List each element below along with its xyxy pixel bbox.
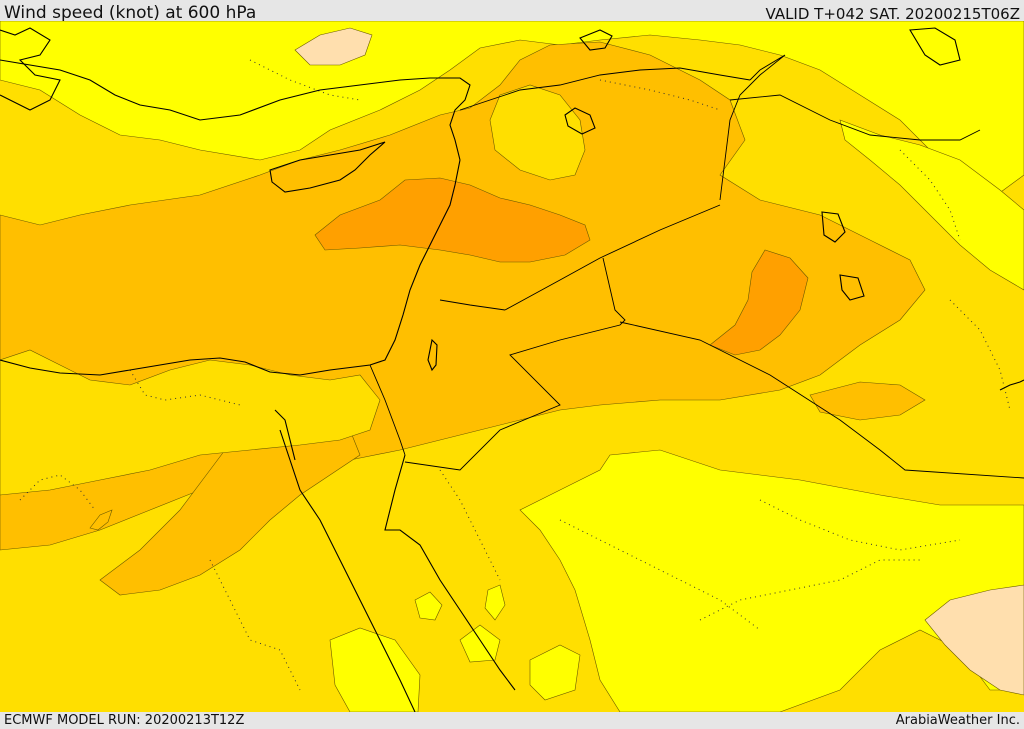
iraq-lake-1 (821, 211, 846, 243)
band-orange-light-east (809, 381, 926, 421)
coast-red-sea-east (384, 454, 516, 691)
wind-speed-map (0, 21, 1024, 712)
border-iraq-iran (729, 94, 981, 141)
band-light-yellow-islet8 (484, 584, 506, 621)
border-jordan-saudi (404, 257, 626, 471)
header-bar: Wind speed (knot) at 600 hPa VALID T+042… (0, 0, 1024, 23)
border-iraq-saudi (619, 321, 1024, 479)
border-syria-iraq (719, 54, 786, 201)
band-light-yellow-islet7 (414, 591, 443, 621)
map-title: Wind speed (knot) at 600 hPa (4, 3, 257, 23)
model-run: ECMWF MODEL RUN: 20200213T12Z (4, 713, 245, 728)
terrain-contour-7 (899, 149, 961, 241)
band-light-yellow-islet6 (529, 644, 581, 701)
coast-red-sea-west (279, 429, 416, 712)
coast-turkey-south (0, 59, 471, 161)
band-yellow-inner-west (0, 349, 381, 496)
valid-time: VALID T+042 SAT. 20200215T06Z (765, 5, 1020, 23)
band-light-yellow-se (519, 449, 1024, 712)
lake-urmia (579, 29, 613, 51)
border-egypt-israel (369, 364, 406, 456)
coast-gulf-of-suez (274, 409, 296, 461)
band-lightest-cyprus-north (294, 27, 373, 66)
band-yellow-inner-north (489, 84, 586, 181)
band-orange-levant (314, 177, 591, 263)
border-turkey-syria (459, 67, 751, 111)
credit: ArabiaWeather Inc. (895, 713, 1020, 728)
coast-caspian-fragment (909, 27, 961, 66)
band-light-yellow-islet5 (459, 624, 501, 663)
band-orange-iraq (709, 249, 809, 356)
dead-sea (427, 338, 438, 372)
coast-aegean (0, 27, 61, 111)
footer-bar: ECMWF MODEL RUN: 20200213T12Z ArabiaWeat… (0, 712, 1024, 729)
band-lightest-se (924, 584, 1024, 696)
terrain-contour-8 (599, 79, 721, 111)
band-light-yellow-sw (329, 627, 421, 712)
terrain-contour-3 (209, 559, 301, 691)
lake-van (564, 107, 596, 135)
coast-cyprus (269, 141, 386, 193)
band-light-yellow-east (839, 119, 1024, 291)
coast-levant (0, 159, 461, 376)
iraq-lake-2 (839, 274, 865, 301)
map-canvas (0, 21, 1024, 712)
border-syria-jordan-iraq (504, 204, 721, 311)
band-orange-light-islet (89, 509, 113, 531)
coast-persian-gulf (999, 379, 1024, 391)
